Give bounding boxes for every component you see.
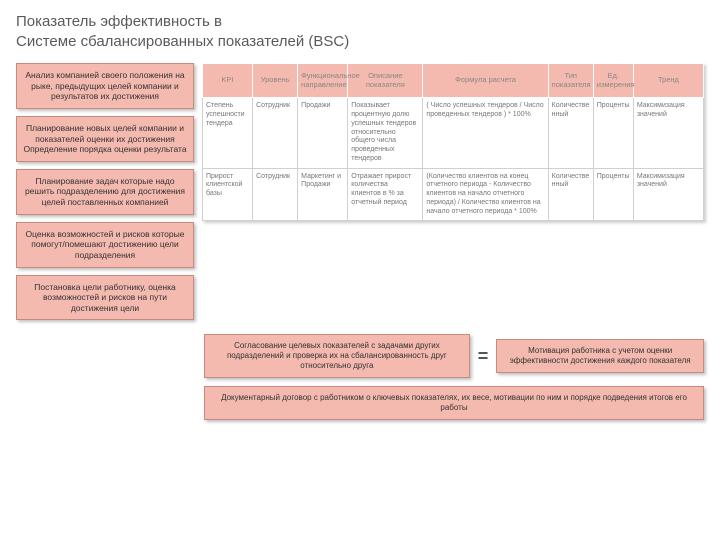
main-row: Анализ компанией своего положения на рык… <box>16 63 704 320</box>
kpi-cell-1-5: Количественный <box>548 168 593 221</box>
kpi-cell-1-0: Прирост клиентской базы <box>203 168 253 221</box>
process-step-1: Анализ компанией своего положения на рык… <box>16 63 194 109</box>
kpi-header-7: Тренд <box>633 64 703 98</box>
kpi-cell-0-1: Сотрудник <box>253 98 298 168</box>
kpi-body: Степень успешности тендераСотрудникПрода… <box>203 98 704 221</box>
kpi-cell-1-6: Проценты <box>593 168 633 221</box>
bottom-row: Согласование целевых показателей с задач… <box>204 334 704 378</box>
kpi-table-wrapper: KPIУровеньФункциональное направлениеОпис… <box>202 63 704 320</box>
title-line-1: Показатель эффективность в <box>16 13 222 30</box>
kpi-cell-0-4: ( Число успешных тендеров / Число провед… <box>423 98 548 168</box>
process-step-2: Планирование новых целей компании и пока… <box>16 116 194 162</box>
kpi-header-row: KPIУровеньФункциональное направлениеОпис… <box>203 64 704 98</box>
kpi-header-2: Функциональное направление <box>298 64 348 98</box>
kpi-header-4: Формула расчета <box>423 64 548 98</box>
kpi-cell-1-1: Сотрудник <box>253 168 298 221</box>
box-contract: Документарный договор с работником о клю… <box>204 386 704 420</box>
kpi-cell-1-7: Максимизация значений <box>633 168 703 221</box>
page-title: Показатель эффективность в Системе сбала… <box>16 12 704 51</box>
kpi-cell-0-2: Продажи <box>298 98 348 168</box>
kpi-header-0: KPI <box>203 64 253 98</box>
kpi-cell-0-6: Проценты <box>593 98 633 168</box>
kpi-header-1: Уровень <box>253 64 298 98</box>
process-steps-column: Анализ компанией своего положения на рык… <box>16 63 194 320</box>
kpi-header-6: Ед. измерения <box>593 64 633 98</box>
kpi-cell-0-5: Количественный <box>548 98 593 168</box>
kpi-table: KPIУровеньФункциональное направлениеОпис… <box>202 63 704 221</box>
box-agree-targets: Согласование целевых показателей с задач… <box>204 334 470 378</box>
process-step-5: Постановка цели работнику, оценка возмож… <box>16 275 194 321</box>
kpi-cell-0-7: Максимизация значений <box>633 98 703 168</box>
kpi-cell-0-0: Степень успешности тендера <box>203 98 253 168</box>
table-row: Прирост клиентской базыСотрудникМаркетин… <box>203 168 704 221</box>
kpi-header-5: Тип показателя <box>548 64 593 98</box>
box-motivation: Мотивация работника с учетом оценки эффе… <box>496 339 704 373</box>
kpi-cell-1-3: Отражает прирост количества клиентов в %… <box>348 168 423 221</box>
bottom-area: Согласование целевых показателей с задач… <box>204 334 704 420</box>
kpi-cell-1-2: Маркетинг и Продажи <box>298 168 348 221</box>
kpi-cell-0-3: Показывает процентную долю успешных тенд… <box>348 98 423 168</box>
kpi-cell-1-4: (Количество клиентов на конец отчетного … <box>423 168 548 221</box>
equals-sign: = <box>476 346 491 367</box>
process-step-4: Оценка возможностей и рисков которые пом… <box>16 222 194 268</box>
process-step-3: Планирование задач которые надо решить п… <box>16 169 194 215</box>
kpi-header-3: Описание показателя <box>348 64 423 98</box>
title-line-2: Системе сбалансированных показателей (BS… <box>16 33 349 50</box>
table-row: Степень успешности тендераСотрудникПрода… <box>203 98 704 168</box>
